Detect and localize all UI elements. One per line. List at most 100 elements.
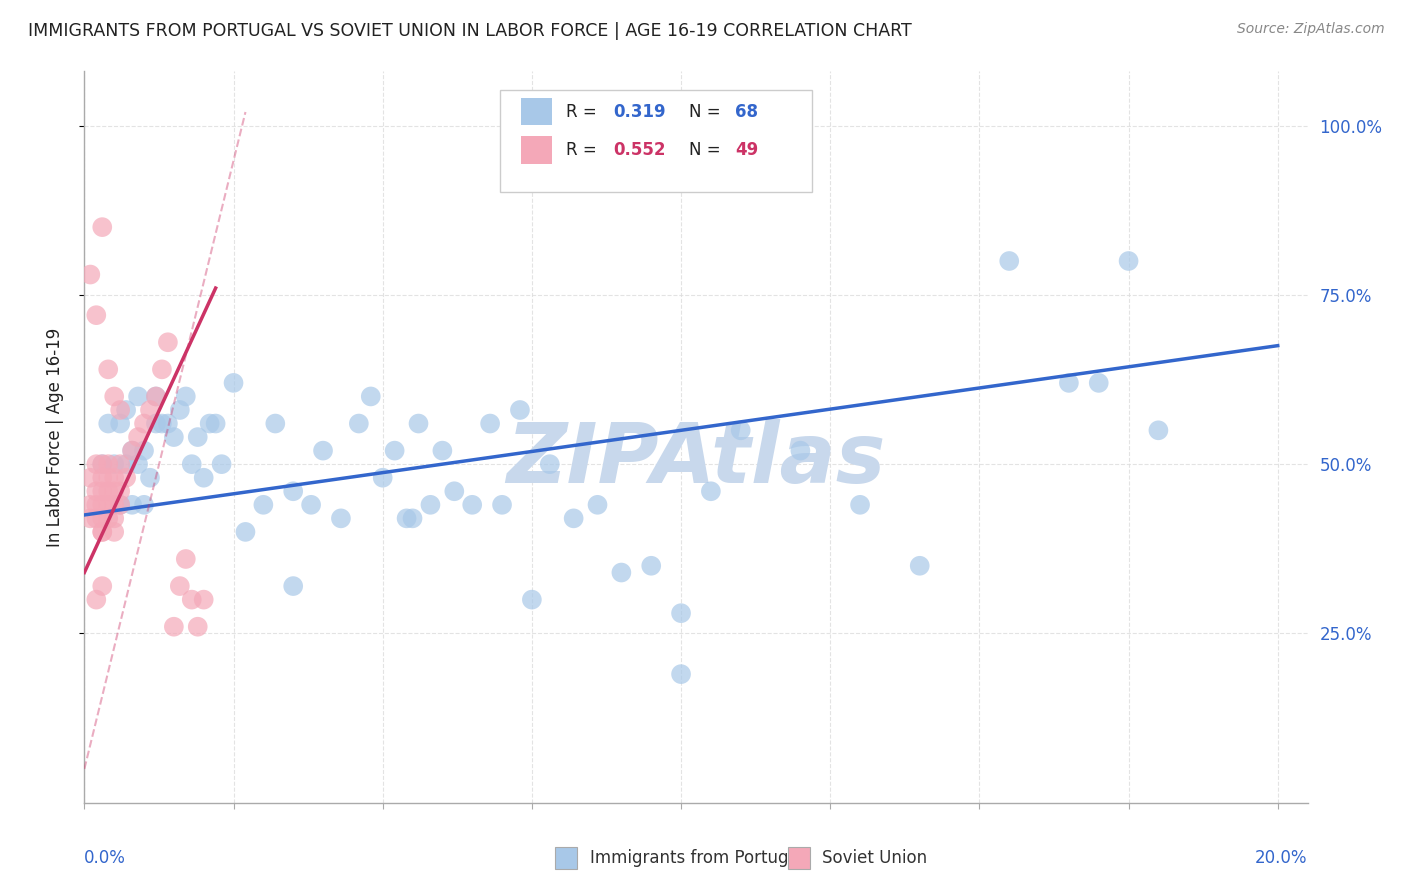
Point xyxy=(150,362,173,376)
Point xyxy=(79,268,101,282)
Point xyxy=(461,498,484,512)
Point xyxy=(360,389,382,403)
Point xyxy=(121,443,143,458)
Point xyxy=(145,389,167,403)
Point xyxy=(432,443,454,458)
Point xyxy=(252,498,274,512)
Point xyxy=(150,417,173,431)
Text: Source: ZipAtlas.com: Source: ZipAtlas.com xyxy=(1237,22,1385,37)
Point xyxy=(312,443,335,458)
Point xyxy=(347,417,370,431)
Point xyxy=(103,484,125,499)
Point xyxy=(121,498,143,512)
Point xyxy=(204,417,226,431)
Point xyxy=(97,484,120,499)
Point xyxy=(91,220,114,235)
Point xyxy=(132,443,155,458)
Point xyxy=(187,620,209,634)
Point xyxy=(180,457,202,471)
Point xyxy=(145,417,167,431)
Point xyxy=(108,417,131,431)
Point xyxy=(139,471,162,485)
Point xyxy=(610,566,633,580)
Point xyxy=(198,417,221,431)
Point xyxy=(108,498,131,512)
Point xyxy=(139,403,162,417)
Point xyxy=(132,417,155,431)
Point xyxy=(640,558,662,573)
Text: R =: R = xyxy=(567,103,602,120)
Point xyxy=(79,471,101,485)
Point xyxy=(84,457,107,471)
Point xyxy=(520,592,543,607)
Point xyxy=(371,471,394,485)
Text: 49: 49 xyxy=(735,141,758,159)
Point xyxy=(1147,423,1170,437)
Point xyxy=(108,484,131,499)
Text: 0.0%: 0.0% xyxy=(84,849,127,867)
Point xyxy=(79,498,101,512)
Point xyxy=(91,484,114,499)
Point xyxy=(79,511,101,525)
Point xyxy=(97,498,120,512)
Point xyxy=(174,389,197,403)
Point xyxy=(169,403,191,417)
Point xyxy=(127,430,149,444)
Point xyxy=(115,471,138,485)
Point xyxy=(299,498,322,512)
Point xyxy=(97,471,120,485)
Point xyxy=(103,511,125,525)
Point xyxy=(283,579,305,593)
Point xyxy=(163,430,186,444)
Point xyxy=(84,308,107,322)
Point xyxy=(908,558,931,573)
Point xyxy=(84,484,107,499)
Point xyxy=(193,471,215,485)
Point xyxy=(91,498,114,512)
Text: Immigrants from Portugal: Immigrants from Portugal xyxy=(589,848,803,867)
Point xyxy=(97,362,120,376)
Point xyxy=(479,417,502,431)
Point xyxy=(562,511,585,525)
FancyBboxPatch shape xyxy=(787,847,810,869)
Text: R =: R = xyxy=(567,141,602,159)
Text: 20.0%: 20.0% xyxy=(1256,849,1308,867)
Point xyxy=(84,498,107,512)
Point xyxy=(193,592,215,607)
Point xyxy=(91,511,114,525)
Point xyxy=(329,511,352,525)
Point xyxy=(586,498,609,512)
Point xyxy=(108,403,131,417)
Point xyxy=(1118,254,1140,268)
Text: ZIPAtlas: ZIPAtlas xyxy=(506,418,886,500)
Point xyxy=(97,457,120,471)
Point xyxy=(538,457,561,471)
Point xyxy=(443,484,465,499)
Point xyxy=(108,498,131,512)
Text: Soviet Union: Soviet Union xyxy=(823,848,927,867)
Point xyxy=(669,606,692,620)
Point xyxy=(103,524,125,539)
Point xyxy=(121,443,143,458)
Point xyxy=(91,471,114,485)
Point xyxy=(91,457,114,471)
Point xyxy=(91,524,114,539)
Point xyxy=(91,457,114,471)
Point xyxy=(222,376,245,390)
Point xyxy=(84,592,107,607)
Text: 0.319: 0.319 xyxy=(613,103,665,120)
Point xyxy=(156,417,179,431)
Point xyxy=(127,457,149,471)
Point xyxy=(408,417,430,431)
FancyBboxPatch shape xyxy=(555,847,578,869)
Point xyxy=(264,417,287,431)
Point xyxy=(491,498,513,512)
Point xyxy=(509,403,531,417)
Point xyxy=(998,254,1021,268)
Point xyxy=(103,498,125,512)
Point xyxy=(1057,376,1080,390)
Point xyxy=(108,457,131,471)
Point xyxy=(700,484,723,499)
Text: N =: N = xyxy=(689,103,725,120)
Point xyxy=(145,389,167,403)
